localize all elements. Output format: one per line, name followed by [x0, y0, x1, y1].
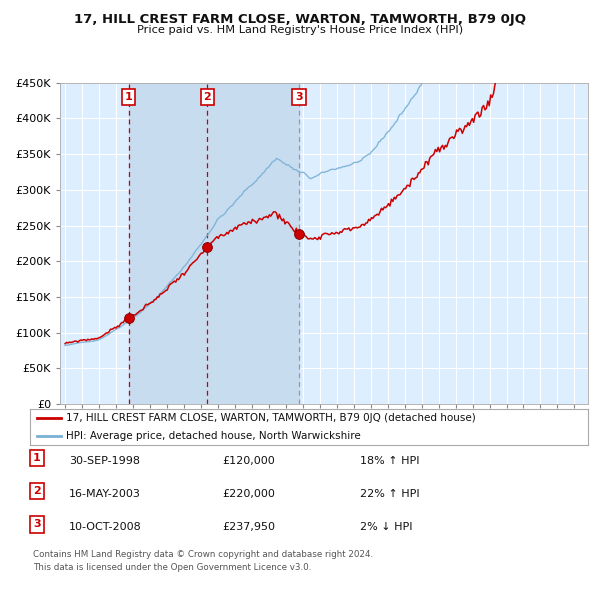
Text: 2: 2 [33, 486, 41, 496]
Text: 2: 2 [203, 92, 211, 102]
Text: Price paid vs. HM Land Registry's House Price Index (HPI): Price paid vs. HM Land Registry's House … [137, 25, 463, 35]
Text: 1: 1 [33, 453, 41, 463]
Text: 17, HILL CREST FARM CLOSE, WARTON, TAMWORTH, B79 0JQ: 17, HILL CREST FARM CLOSE, WARTON, TAMWO… [74, 13, 526, 26]
Text: £220,000: £220,000 [222, 489, 275, 499]
Text: 22% ↑ HPI: 22% ↑ HPI [360, 489, 419, 499]
Bar [129, 83, 207, 404]
Text: 2% ↓ HPI: 2% ↓ HPI [360, 522, 413, 532]
Text: £120,000: £120,000 [222, 456, 275, 466]
Text: 30-SEP-1998: 30-SEP-1998 [69, 456, 140, 466]
Text: 17, HILL CREST FARM CLOSE, WARTON, TAMWORTH, B79 0JQ (detached house): 17, HILL CREST FARM CLOSE, WARTON, TAMWO… [66, 414, 476, 424]
Text: 3: 3 [295, 92, 303, 102]
Bar [207, 83, 299, 404]
Text: 3: 3 [33, 519, 41, 529]
Text: 10-OCT-2008: 10-OCT-2008 [69, 522, 142, 532]
Text: 16-MAY-2003: 16-MAY-2003 [69, 489, 141, 499]
Text: 1: 1 [125, 92, 133, 102]
Text: HPI: Average price, detached house, North Warwickshire: HPI: Average price, detached house, Nort… [66, 431, 361, 441]
Text: Contains HM Land Registry data © Crown copyright and database right 2024.: Contains HM Land Registry data © Crown c… [33, 550, 373, 559]
Text: £237,950: £237,950 [222, 522, 275, 532]
Text: This data is licensed under the Open Government Licence v3.0.: This data is licensed under the Open Gov… [33, 563, 311, 572]
Text: 18% ↑ HPI: 18% ↑ HPI [360, 456, 419, 466]
